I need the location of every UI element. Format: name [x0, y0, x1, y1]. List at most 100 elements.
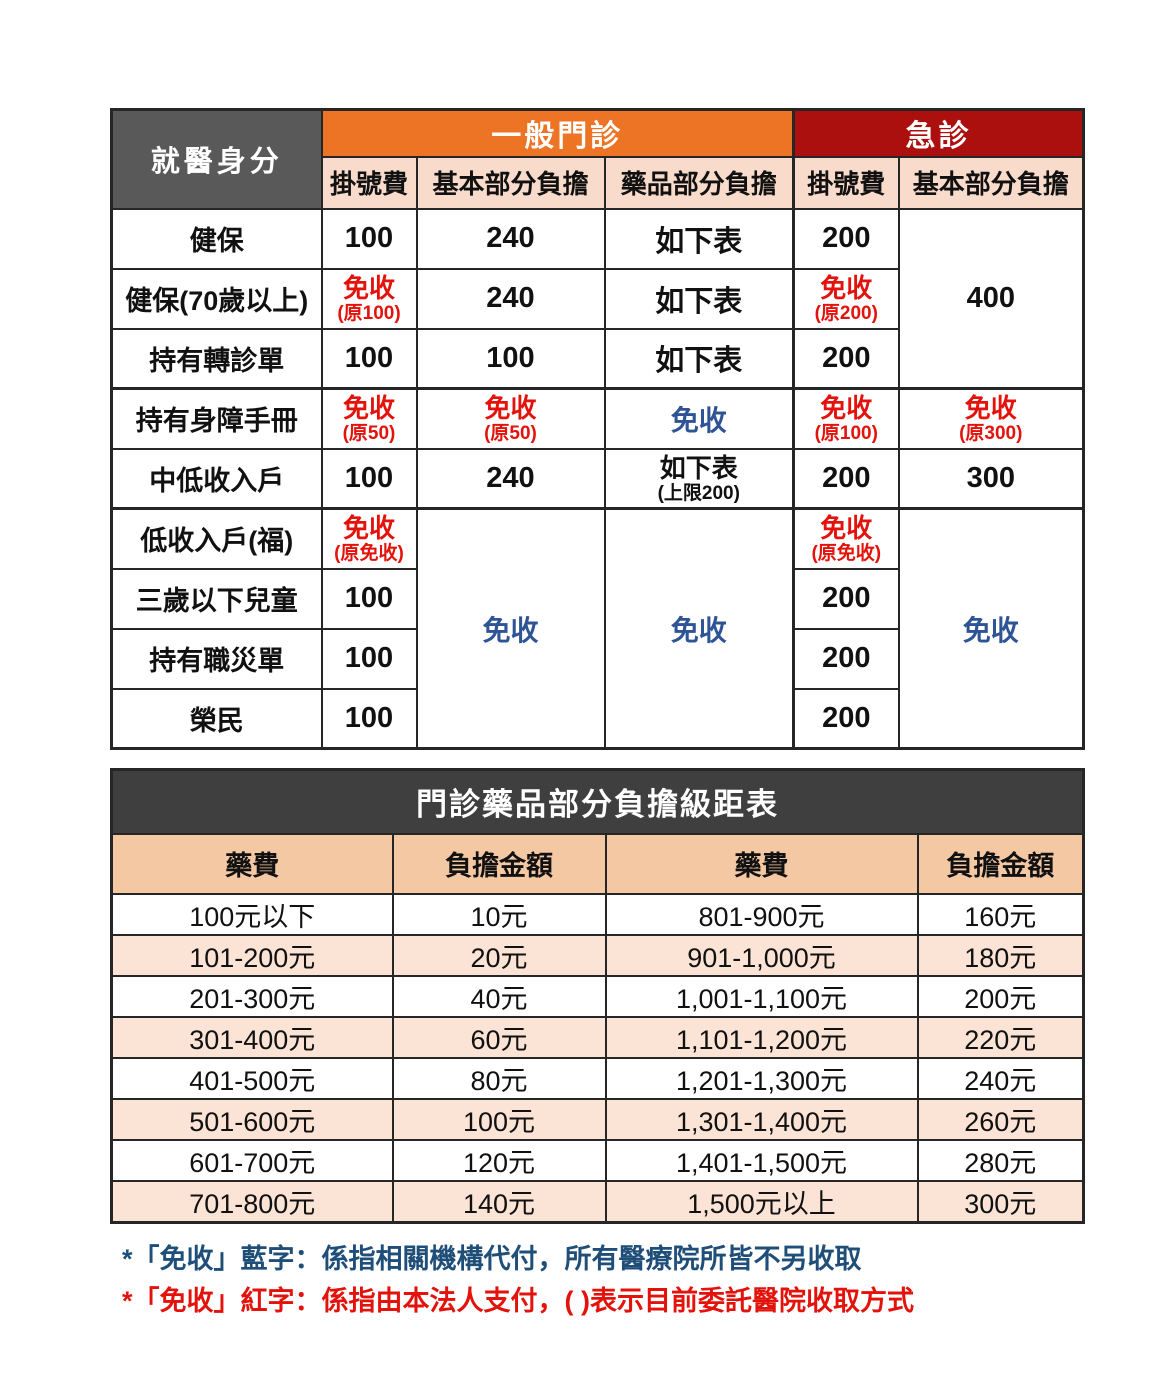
fee-cell: 免收 (原免收)	[792, 507, 900, 570]
original-fee-text: (原免收)	[811, 543, 882, 565]
waived-text: 免收	[342, 393, 395, 424]
fee-cell: 100	[320, 327, 418, 390]
see-table-text: 如下表	[659, 452, 738, 483]
fee-cell: 200	[792, 207, 900, 270]
drug-fee-range: 1,001-1,100元	[604, 974, 919, 1018]
tier-row: 701-800元 140元 1,500元以上 300元	[110, 1179, 1085, 1223]
fee-cell: 免收 (原300)	[897, 387, 1085, 450]
col-header-er-registration-fee: 掛號費	[792, 155, 900, 210]
outpatient-group-header: 一般門診	[320, 108, 795, 158]
fee-cell: 240	[415, 447, 606, 510]
identity-header-cell: 就醫身分	[110, 108, 323, 210]
fee-cell: 100	[320, 627, 418, 690]
waived-text: 免收	[484, 393, 537, 424]
fee-cell: 如下表	[603, 207, 795, 270]
fee-row-low-income: 低收入戶(福) 免收 (原免收) 免收 免收 免收 (原免收) 免收	[110, 507, 1085, 750]
fee-cell: 免收 (原200)	[792, 267, 900, 330]
footnotes: *「免收」藍字：係指相關機構代付，所有醫療院所皆不另收取 *「免收」紅字：係指由…	[122, 1238, 914, 1322]
drug-fee-range: 1,101-1,200元	[604, 1015, 919, 1059]
row-label: 健保(70歲以上)	[110, 267, 323, 330]
cap-text: (上限200)	[657, 482, 740, 504]
fee-row-children-under3: 三歲以下兒童 100 200	[110, 567, 1084, 630]
fee-cell: 200	[792, 447, 900, 510]
fee-cell: 100	[320, 447, 418, 510]
fee-cell-merged: 400	[897, 207, 1085, 390]
col-header-drug-copay: 藥品部分負擔	[603, 155, 795, 210]
copay-amount: 20元	[391, 933, 607, 977]
fee-cell: 免收 (原免收)	[320, 507, 418, 570]
original-fee-text: (原100)	[814, 423, 878, 445]
drug-fee-range: 1,301-1,400元	[604, 1097, 919, 1141]
col-header-copay-amount-right: 負擔金額	[916, 832, 1085, 895]
tier-table-header-row: 藥費 負擔金額 藥費 負擔金額	[110, 832, 1085, 895]
original-fee-text: (原免收)	[334, 543, 404, 565]
fee-cell: 免收	[603, 387, 795, 450]
col-header-drug-fee-left: 藥費	[110, 832, 394, 895]
row-label: 健保	[110, 207, 323, 270]
tier-row: 601-700元 120元 1,401-1,500元 280元	[110, 1138, 1085, 1182]
original-fee-text: (原50)	[484, 423, 537, 445]
fee-cell: 免收 (原100)	[320, 267, 418, 330]
fee-cell: 300	[897, 447, 1085, 510]
fee-cell: 免收 (原100)	[792, 387, 900, 450]
original-fee-text: (原200)	[814, 303, 878, 324]
row-label: 持有轉診單	[110, 327, 323, 390]
drug-fee-range: 201-300元	[110, 974, 394, 1018]
drug-fee-range: 401-500元	[110, 1056, 394, 1100]
fee-cell: 240	[415, 207, 606, 270]
waived-text: 免收	[820, 273, 873, 303]
copay-amount: 220元	[916, 1015, 1085, 1059]
drug-fee-range: 1,500元以上	[604, 1179, 919, 1223]
row-label: 低收入戶(福)	[110, 507, 323, 570]
drug-fee-range: 801-900元	[604, 892, 919, 936]
waived-text: 免收	[820, 393, 873, 424]
drug-copay-tier-table: 門診藥品部分負擔級距表 藥費 負擔金額 藥費 負擔金額 100元以下 10元 8…	[110, 768, 1085, 1224]
fee-cell: 200	[792, 687, 900, 750]
fee-cell: 100	[320, 567, 418, 630]
copay-amount: 260元	[916, 1097, 1085, 1141]
row-label: 持有職災單	[110, 627, 323, 690]
fee-table: 就醫身分 一般門診 急診 掛號費 基本部分負擔 藥品部分負擔 掛號費 基本部分負…	[110, 108, 1086, 750]
tier-row: 301-400元 60元 1,101-1,200元 220元	[110, 1015, 1085, 1059]
fee-cell: 如下表	[603, 327, 795, 390]
fee-row-nhi-over70: 健保(70歲以上) 免收 (原100) 240 如下表 免收 (原200)	[110, 267, 1084, 330]
fee-cell: 200	[792, 327, 900, 390]
emergency-group-header: 急診	[792, 108, 1085, 158]
footnote-red-waived: *「免收」紅字：係指由本法人支付，( )表示目前委託醫院收取方式	[122, 1286, 914, 1316]
drug-fee-range: 701-800元	[110, 1179, 394, 1223]
copay-amount: 240元	[916, 1056, 1085, 1100]
copay-amount: 280元	[916, 1138, 1085, 1182]
fee-cell: 免收 (原50)	[320, 387, 418, 450]
row-label: 榮民	[110, 687, 323, 750]
tier-table-title-row: 門診藥品部分負擔級距表	[110, 768, 1085, 835]
copay-amount: 180元	[916, 933, 1085, 977]
tier-row: 100元以下 10元 801-900元 160元	[110, 892, 1085, 936]
row-label: 中低收入戶	[110, 447, 323, 510]
drug-fee-range: 101-200元	[110, 933, 394, 977]
fee-cell: 200	[792, 567, 900, 630]
copay-amount: 160元	[916, 892, 1085, 936]
original-fee-text: (原50)	[342, 423, 396, 445]
fee-cell: 100	[320, 207, 418, 270]
copay-amount: 200元	[916, 974, 1085, 1018]
copay-amount: 10元	[391, 892, 607, 936]
original-fee-text: (原300)	[959, 423, 1023, 445]
original-fee-text: (原100)	[337, 303, 401, 324]
row-label: 三歲以下兒童	[110, 567, 323, 630]
waived-text: 免收	[964, 393, 1017, 424]
fee-row-occupational-injury: 持有職災單 100 200	[110, 627, 1084, 690]
col-header-registration-fee: 掛號費	[320, 155, 418, 210]
col-header-copay-amount-left: 負擔金額	[391, 832, 607, 895]
copay-amount: 120元	[391, 1138, 607, 1182]
fee-cell-merged: 免收	[603, 507, 795, 750]
copay-amount: 80元	[391, 1056, 607, 1100]
tier-row: 401-500元 80元 1,201-1,300元 240元	[110, 1056, 1085, 1100]
drug-fee-range: 100元以下	[110, 892, 394, 936]
fee-cell: 如下表 (上限200)	[603, 447, 795, 510]
copay-amount: 40元	[391, 974, 607, 1018]
drug-fee-range: 601-700元	[110, 1138, 394, 1182]
drug-fee-range: 501-600元	[110, 1097, 394, 1141]
copay-amount: 60元	[391, 1015, 607, 1059]
drug-fee-range: 901-1,000元	[604, 933, 919, 977]
